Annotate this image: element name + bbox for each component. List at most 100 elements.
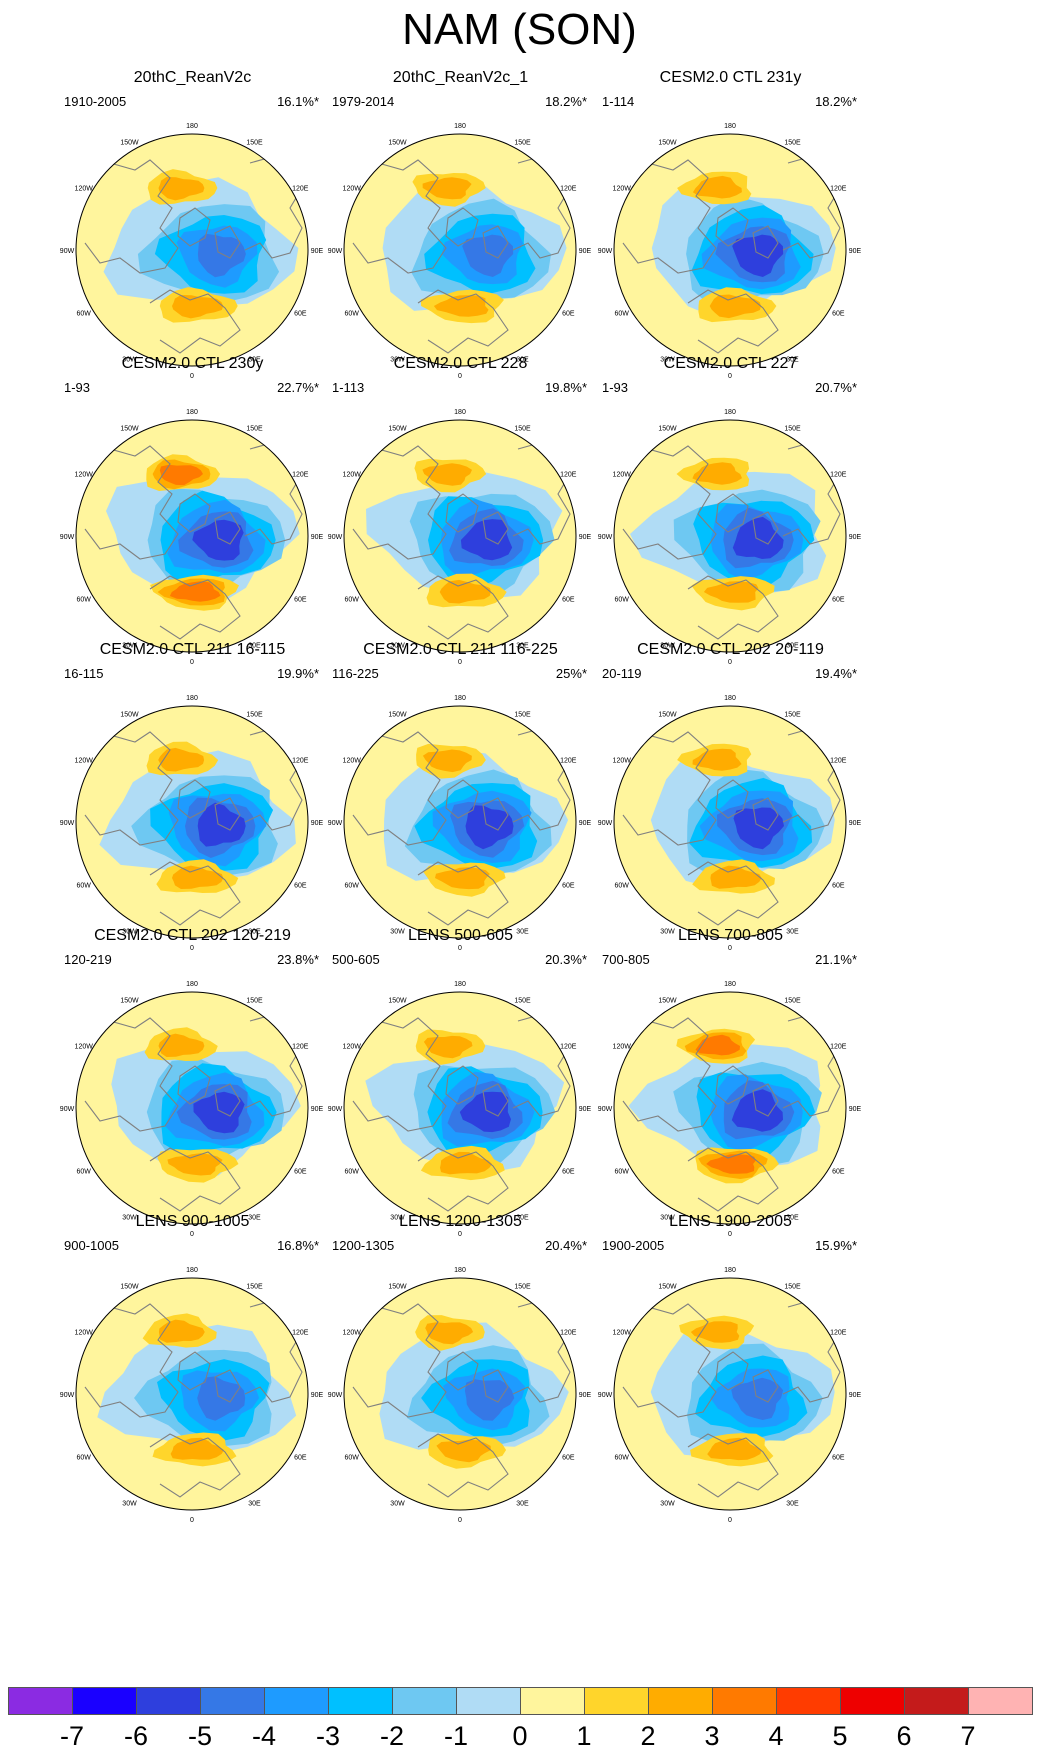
map-border — [343, 133, 577, 367]
longitude-label: 60E — [832, 1455, 845, 1462]
polar-map: 180 150E 120E 90E 60E 30E 0 30W 60W 90W 120W 150W — [60, 1267, 324, 1524]
longitude-label: 150W — [120, 426, 139, 433]
map-field — [614, 992, 846, 1224]
longitude-label: 180 — [186, 409, 198, 416]
negative-contour — [193, 1091, 245, 1134]
map-panel: 180 150E 120E 90E 60E 30E 0 30W 60W 90W 120W 150W CE… — [308, 354, 613, 674]
coastline — [445, 207, 479, 247]
coastline — [752, 225, 779, 259]
longitude-label: 60W — [76, 883, 91, 890]
longitude-label: 120E — [560, 472, 577, 479]
polar-map: 180 150E 120E 90E 60E 30E 0 30W 60W 90W 120W 150W — [60, 981, 324, 1238]
map-border — [613, 991, 847, 1225]
longitude-label: 60W — [344, 883, 359, 890]
colorbar-box — [712, 1687, 777, 1715]
polar-map: 180 150E 120E 90E 60E 30E 0 30W 60W 90W 120W 150W — [328, 1267, 592, 1524]
longitude-label: 30W — [390, 356, 405, 363]
colorbar-box — [520, 1687, 585, 1715]
positive-contour — [440, 1151, 493, 1175]
coastline — [617, 159, 717, 274]
polar-map: 180 150E 120E 90E 60E 30E 0 30W 60W 90W 120W 150W — [60, 409, 324, 666]
coastline — [177, 493, 211, 533]
longitude-label: 120W — [613, 472, 632, 479]
coastline — [417, 1433, 509, 1498]
figure-title: NAM (SON) — [402, 5, 637, 54]
longitude-label: 120W — [613, 1330, 632, 1337]
longitude-label: 90E — [849, 1392, 862, 1399]
colorbar-box — [648, 1687, 713, 1715]
coastline — [149, 289, 241, 354]
coastline — [177, 207, 211, 247]
longitude-label: 60E — [832, 883, 845, 890]
longitude-label: 90E — [579, 248, 592, 255]
positive-contour — [710, 865, 762, 889]
panel-variance: 16.1%* — [277, 94, 319, 109]
negative-contour — [197, 802, 246, 847]
longitude-label: 90W — [60, 248, 75, 255]
longitude-label: 30E — [786, 928, 799, 935]
negative-contour — [731, 1377, 784, 1420]
panel-period: 1900-2005 — [602, 1238, 665, 1253]
coastline — [752, 511, 779, 545]
map-field — [344, 134, 576, 366]
longitude-label: 120W — [75, 1044, 94, 1051]
longitude-label: 150W — [658, 426, 677, 433]
coastline — [445, 1351, 479, 1391]
longitude-label: 120E — [292, 1044, 309, 1051]
longitude-label: 30E — [786, 356, 799, 363]
longitude-label: 150E — [784, 998, 801, 1005]
colorbar-tick-label: 7 — [960, 1721, 976, 1751]
longitude-label: 150W — [658, 1284, 677, 1291]
panel-period: 16-115 — [64, 666, 104, 681]
colorbar-tick-label: 1 — [576, 1721, 592, 1751]
map-panel: 180 150E 120E 90E 60E 30E 0 30W 60W 90W 120W 150W LE… — [308, 1212, 613, 1532]
longitude-label: 120W — [343, 758, 362, 765]
longitude-label: 90E — [849, 248, 862, 255]
longitude-label: 0 — [458, 1231, 462, 1238]
panel-title: CESM2.0 CTL 211 16-115 — [99, 641, 286, 658]
longitude-label: 180 — [454, 695, 466, 702]
longitude-label: 30E — [248, 356, 261, 363]
coastline — [347, 1303, 447, 1418]
coastline — [417, 861, 509, 926]
longitude-label: 0 — [458, 659, 462, 666]
panel-variance: 19.4%* — [815, 666, 857, 681]
colorbar-tick-label: -4 — [251, 1721, 276, 1751]
longitude-label: 30E — [248, 928, 261, 935]
polar-map: 180 150E 120E 90E 60E 30E 0 30W 60W 90W 120W 150W — [328, 981, 592, 1238]
coastline — [715, 779, 749, 819]
coastline — [687, 1147, 779, 1212]
longitude-label: 30W — [660, 928, 675, 935]
panel-title: LENS 500-605 — [408, 927, 513, 944]
colorbar-box — [840, 1687, 905, 1715]
longitude-label: 180 — [186, 695, 198, 702]
panel-title: CESM2.0 CTL 228 — [393, 355, 528, 372]
polar-map: 180 150E 120E 90E 60E 30E 0 30W 60W 90W 120W 150W — [328, 123, 592, 380]
colorbar-box — [8, 1687, 73, 1715]
longitude-label: 180 — [724, 695, 736, 702]
longitude-label: 90W — [598, 820, 613, 827]
longitude-label: 90W — [328, 1392, 343, 1399]
positive-contour — [709, 294, 761, 319]
longitude-label: 30E — [786, 1500, 799, 1507]
longitude-label: 60E — [562, 1455, 575, 1462]
panel-period: 500-605 — [332, 952, 380, 967]
panel-period: 20-119 — [602, 666, 642, 681]
panel-period: 1200-1305 — [332, 1238, 395, 1253]
coastline — [79, 445, 179, 560]
longitude-label: 30E — [516, 356, 529, 363]
longitude-label: 180 — [724, 409, 736, 416]
positive-contour — [158, 1033, 205, 1057]
longitude-label: 150E — [784, 1284, 801, 1291]
map-border — [613, 133, 847, 367]
map-border — [343, 1277, 577, 1511]
map-border — [75, 1277, 309, 1511]
panel-variance: 23.8%* — [277, 952, 319, 967]
panel-period: 1979-2014 — [332, 94, 395, 109]
positive-contour — [425, 1322, 474, 1345]
colorbar-box — [904, 1687, 969, 1715]
longitude-label: 180 — [186, 1267, 198, 1274]
coastline — [715, 1065, 749, 1105]
positive-contour — [695, 1034, 740, 1056]
longitude-label: 30W — [660, 356, 675, 363]
